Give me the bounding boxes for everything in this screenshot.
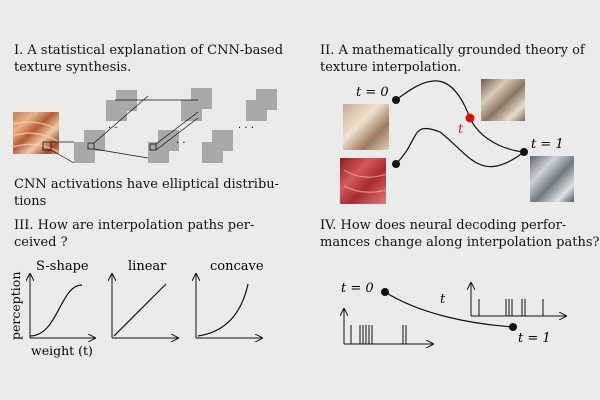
ellipsis-3: · · · [238, 123, 254, 134]
panel4-title-line1: IV. How does neural decoding perfor- [320, 218, 567, 233]
interpolation-midpoint [465, 113, 475, 123]
curve-concave [197, 283, 249, 337]
feature-maps-layer3 [202, 89, 277, 163]
spike-train-start [350, 325, 407, 344]
texture-red-image [340, 158, 386, 204]
interpolation-diagram: t = 0 t t = 1 [340, 79, 574, 204]
texture-stone-image [530, 156, 574, 202]
label-t-mid: t [458, 122, 464, 137]
decoding-label-t1: t = 1 [518, 331, 551, 346]
texture-bark-image [343, 104, 389, 150]
endpoint-start-bottom [392, 160, 400, 168]
interpolation-path-upper [395, 80, 525, 153]
perception-plots: S-shape linear concave perception weight… [8, 259, 264, 358]
decoding-path [384, 291, 514, 328]
neural-decoding-diagram: t = 0 t t = 1 [341, 281, 566, 346]
decoding-label-t0: t = 0 [341, 281, 374, 296]
curve-label-concave: concave [210, 259, 264, 274]
x-axis-label: weight (t) [31, 343, 93, 358]
y-axis-label: perception [8, 272, 23, 340]
label-t0: t = 0 [356, 85, 389, 100]
label-t1: t = 1 [531, 137, 564, 152]
panel1-title-line1: I. A statistical explanation of CNN-base… [14, 43, 284, 58]
panel1-title-line2: texture synthesis. [14, 60, 132, 75]
panel4-title-line2: mances change along interpolation paths? [320, 235, 600, 250]
panel3-title-line1: III. How are interpolation paths per- [14, 218, 255, 233]
curve-s-shape [29, 284, 83, 337]
ellipsis-1: · · [108, 123, 118, 134]
interpolation-path-lower [395, 127, 525, 168]
endpoint-end [520, 148, 528, 156]
feature-maps-layer1 [74, 90, 137, 163]
spike-train-end [478, 299, 544, 316]
panel1-caption-line1: CNN activations have elliptical distribu… [14, 177, 280, 192]
curve-label-s-shape: S-shape [36, 259, 89, 274]
panel2-title-line1: II. A mathematically grounded theory of [320, 43, 585, 58]
endpoint-start-top [392, 96, 400, 104]
decoding-label-t: t [440, 292, 446, 307]
feature-maps-layer2 [148, 88, 212, 163]
panel2-title-line2: texture interpolation. [320, 60, 462, 75]
curve-linear [113, 283, 167, 337]
decoding-end-point [509, 323, 517, 331]
ellipsis-2: · · [176, 138, 186, 149]
texture-shell-image [481, 79, 525, 121]
panel1-caption-line2: tions [14, 194, 47, 209]
cnn-diagram: · · · · · · · [12, 88, 277, 164]
panel3-title-line2: ceived ? [14, 235, 68, 250]
curve-label-linear: linear [128, 259, 167, 274]
decoding-start-point [381, 288, 389, 296]
